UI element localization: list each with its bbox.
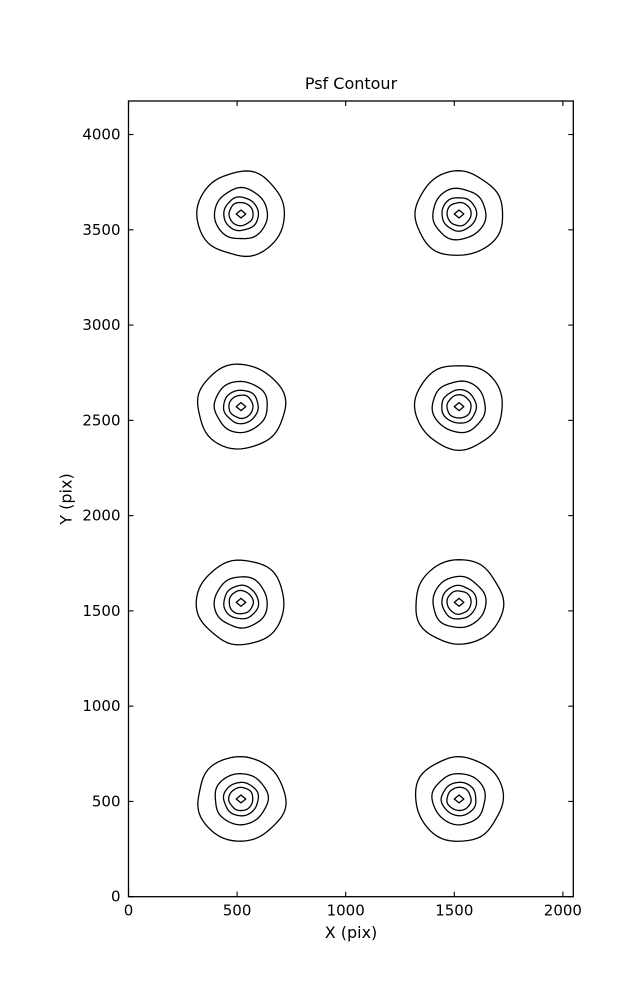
contour-ring xyxy=(432,575,487,629)
contour-ring xyxy=(432,187,487,241)
contour-ring xyxy=(413,365,503,452)
contour-ring xyxy=(195,559,285,646)
y-tick-label: 500 xyxy=(92,792,121,810)
x-tick-label: 500 xyxy=(223,902,252,920)
contour-ring xyxy=(213,380,268,434)
y-tick-label: 4000 xyxy=(82,126,120,144)
contour-ring xyxy=(441,388,478,424)
contour-ring xyxy=(213,186,269,240)
contour-ring xyxy=(415,559,505,645)
chart-title: Psf Contour xyxy=(304,74,398,93)
y-tick-label: 1000 xyxy=(82,697,120,715)
contour-ring xyxy=(213,576,268,629)
contour-ring xyxy=(223,584,260,620)
contour-ring xyxy=(414,755,505,842)
x-tick-label: 2000 xyxy=(544,902,582,920)
contour-ring xyxy=(441,584,478,620)
contour-ring xyxy=(228,589,255,615)
contour-ring xyxy=(446,201,472,227)
contour-ring xyxy=(440,781,477,817)
contour-ring xyxy=(228,394,254,420)
y-tick-label: 1500 xyxy=(82,602,120,620)
contour-ring-inner xyxy=(235,597,247,607)
y-tick-label: 2000 xyxy=(82,507,120,525)
contour-ring xyxy=(222,389,259,425)
contour-ring xyxy=(197,755,287,842)
contour-ring xyxy=(222,781,260,817)
contour-ring-inner xyxy=(235,794,247,804)
y-tick-label: 0 xyxy=(111,888,121,906)
contour-ring xyxy=(223,196,260,232)
contour-ring xyxy=(196,170,286,258)
contour-ring-inner xyxy=(235,401,247,412)
y-tick-label: 2500 xyxy=(82,411,120,429)
contour-ring xyxy=(196,363,287,450)
contour-ring xyxy=(214,773,270,826)
contour-ring xyxy=(446,590,472,615)
y-axis-label: Y (pix) xyxy=(56,473,76,525)
contour-ring-inner xyxy=(453,597,465,607)
axes-box xyxy=(127,100,574,898)
contour-ring-inner xyxy=(453,209,465,219)
contour-ring-inner xyxy=(453,401,465,412)
contour-ring xyxy=(446,786,472,812)
x-tick-label: 0 xyxy=(124,902,134,920)
x-axis-label: X (pix) xyxy=(324,923,378,942)
x-tick-label: 1500 xyxy=(435,902,473,920)
contour-ring xyxy=(414,170,504,256)
y-tick-label: 3500 xyxy=(82,221,120,239)
y-tick-label: 3000 xyxy=(82,316,120,334)
contour-ring xyxy=(228,786,254,812)
contour-ring xyxy=(446,394,472,419)
contour-ring-inner xyxy=(453,794,465,804)
contour-ring xyxy=(228,201,254,227)
contour-ring xyxy=(431,773,486,826)
contour-ring xyxy=(441,197,478,232)
contour-ring-inner xyxy=(235,209,247,219)
contour-ring xyxy=(431,380,486,434)
x-tick-label: 1000 xyxy=(327,902,365,920)
